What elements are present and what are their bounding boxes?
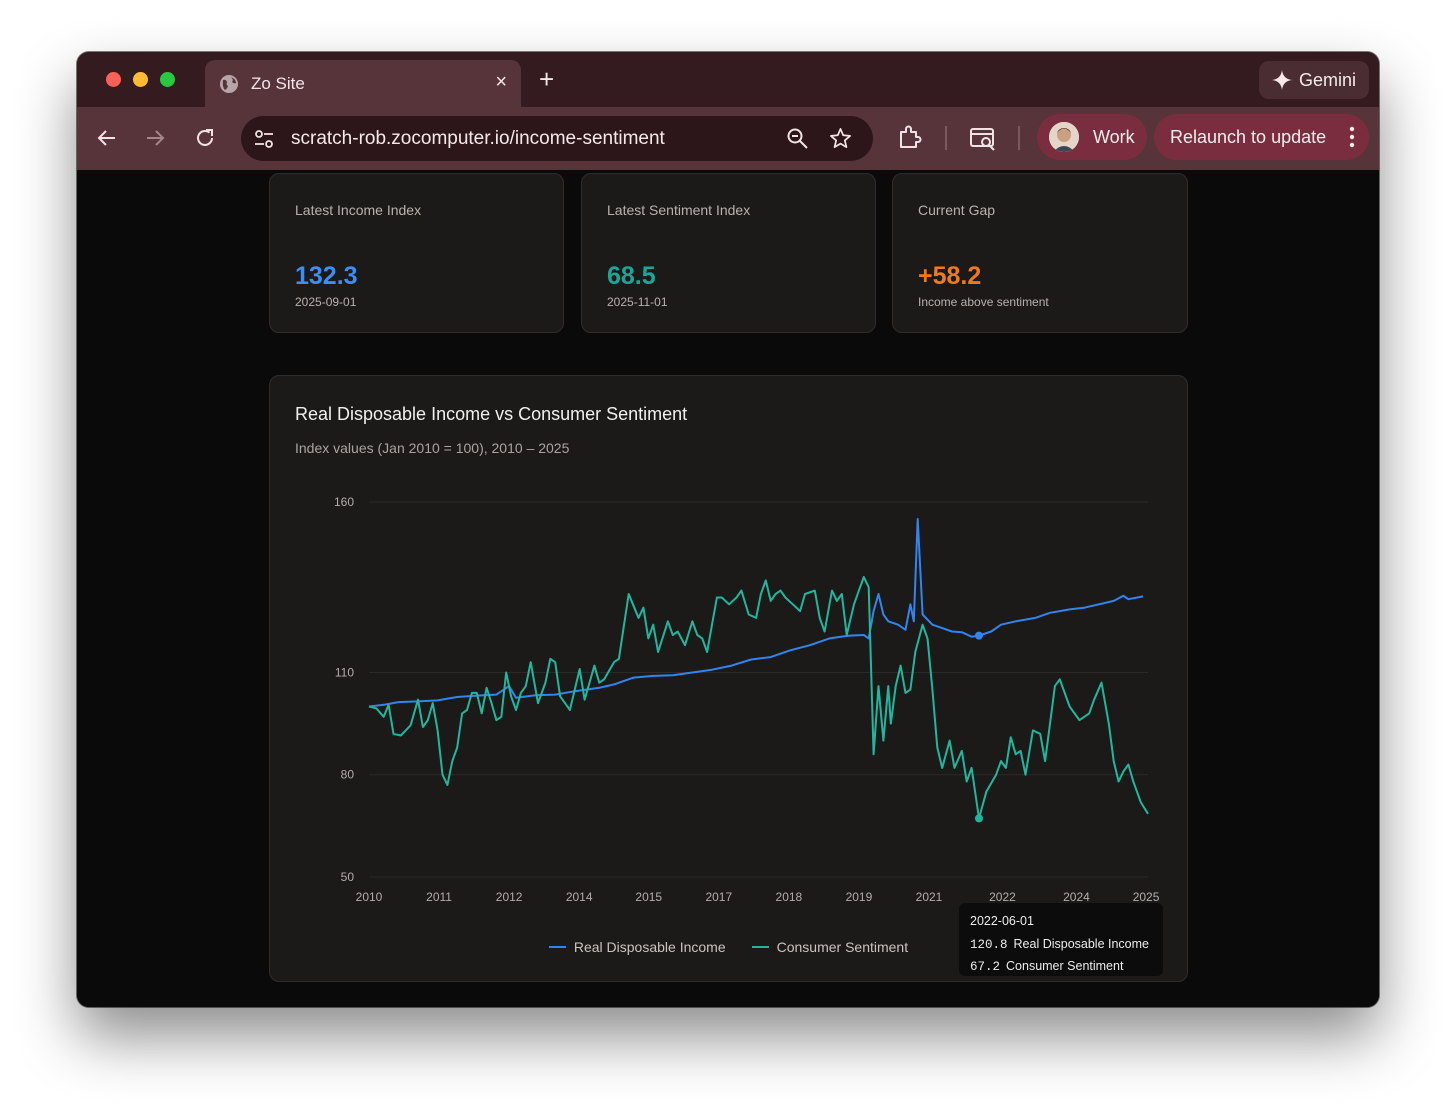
- site-settings-icon[interactable]: [253, 128, 275, 150]
- stat-date: 2025-11-01: [607, 295, 668, 309]
- tooltip-row-sentiment: 67.2 Consumer Sentiment: [970, 955, 1152, 978]
- line-chart[interactable]: 50 80 110 160 2010 2011 2012 2014 2015 2017 2018 20…: [270, 376, 1189, 916]
- income-highlight-point: [974, 631, 983, 640]
- relaunch-label: Relaunch to update: [1170, 126, 1327, 147]
- browser-window: Zo Site × + Gemini s: [77, 52, 1379, 1007]
- x-tick-label: 2012: [496, 890, 523, 904]
- tooltip-label: Consumer Sentiment: [1006, 959, 1124, 973]
- stat-value: 132.3: [295, 262, 358, 290]
- stat-label: Latest Income Index: [295, 202, 422, 218]
- tooltip-row-income: 120.8 Real Disposable Income: [970, 933, 1152, 956]
- stat-caption: Income above sentiment: [918, 295, 1049, 309]
- address-bar[interactable]: scratch-rob.zocomputer.io/income-sentime…: [241, 116, 873, 161]
- profile-button[interactable]: Work: [1037, 114, 1147, 160]
- browser-tab[interactable]: Zo Site ×: [205, 60, 521, 107]
- back-arrow-icon[interactable]: [95, 126, 119, 150]
- tooltip-date: 2022-06-01: [970, 914, 1034, 928]
- profile-label: Work: [1093, 126, 1135, 147]
- new-tab-button[interactable]: +: [539, 64, 555, 94]
- chart-legend: Real Disposable Income Consumer Sentimen…: [270, 939, 1187, 955]
- more-vert-icon[interactable]: [1349, 125, 1355, 149]
- forward-arrow-icon[interactable]: [143, 126, 167, 150]
- x-tick-label: 2018: [776, 890, 803, 904]
- tab-search-icon[interactable]: [969, 124, 997, 152]
- stat-value: +58.2: [918, 262, 982, 290]
- extensions-icon[interactable]: [897, 124, 923, 150]
- legend-label: Real Disposable Income: [573, 939, 726, 955]
- legend-item-sentiment[interactable]: Consumer Sentiment: [751, 939, 909, 955]
- sentiment-highlight-point: [974, 814, 983, 823]
- reload-icon[interactable]: [193, 126, 217, 150]
- x-tick-label: 2019: [846, 890, 873, 904]
- stat-value: 68.5: [607, 262, 656, 290]
- tab-bar: Zo Site × + Gemini: [77, 52, 1379, 107]
- y-tick-label: 110: [335, 665, 354, 679]
- toolbar: scratch-rob.zocomputer.io/income-sentime…: [77, 107, 1379, 170]
- stat-label: Latest Sentiment Index: [607, 202, 751, 218]
- page-content: Latest Income Index 132.3 2025-09-01 Lat…: [77, 170, 1379, 1007]
- x-tick-label: 2017: [705, 890, 732, 904]
- legend-swatch: [751, 946, 769, 948]
- globe-icon: [220, 74, 238, 93]
- chart-subtitle: Index values (Jan 2010 = 100), 2010 – 20…: [295, 440, 570, 456]
- minimize-window-button[interactable]: [133, 72, 148, 87]
- tab-title: Zo Site: [251, 73, 305, 93]
- tooltip-label: Real Disposable Income: [1013, 936, 1150, 951]
- y-tick-label: 50: [341, 870, 355, 884]
- x-tick-label: 2011: [426, 890, 452, 904]
- avatar: [1049, 122, 1079, 152]
- x-tick-label: 2010: [356, 890, 383, 904]
- url-text[interactable]: scratch-rob.zocomputer.io/income-sentime…: [291, 128, 665, 149]
- stat-card-gap: Current Gap +58.2 Income above sentiment: [892, 173, 1188, 333]
- x-tick-label: 2015: [635, 890, 662, 904]
- toolbar-divider: [1018, 126, 1020, 150]
- x-tick-label: 2024: [1063, 890, 1090, 904]
- x-tick-label: 2014: [566, 890, 593, 904]
- relaunch-button[interactable]: Relaunch to update: [1154, 114, 1369, 160]
- stat-date: 2025-09-01: [295, 295, 357, 309]
- gemini-label: Gemini: [1298, 69, 1356, 90]
- income-series-line: [368, 518, 1144, 708]
- y-tick-label: 160: [334, 495, 354, 509]
- x-tick-label: 2022: [989, 890, 1016, 904]
- chart-tooltip: 2022-06-01 120.8 Real Disposable Income 6…: [959, 903, 1163, 976]
- sentiment-series-line: [368, 576, 1149, 820]
- y-tick-label: 80: [341, 768, 355, 782]
- bookmark-star-icon[interactable]: [829, 127, 852, 150]
- gemini-button[interactable]: Gemini: [1258, 61, 1369, 99]
- sparkle-icon: [1271, 70, 1292, 90]
- chart-card: Real Disposable Income vs Consumer Senti…: [269, 375, 1188, 982]
- x-tick-label: 2025: [1133, 890, 1160, 904]
- stat-card-sentiment: Latest Sentiment Index 68.5 2025-11-01: [581, 173, 876, 333]
- tooltip-value: 120.8: [970, 937, 1008, 952]
- x-tick-label: 2021: [916, 890, 943, 904]
- legend-swatch: [548, 946, 566, 948]
- stat-card-income: Latest Income Index 132.3 2025-09-01: [269, 173, 564, 333]
- tab-close-icon[interactable]: ×: [495, 71, 507, 93]
- chart-title: Real Disposable Income vs Consumer Senti…: [295, 404, 688, 424]
- zoom-out-icon[interactable]: [786, 127, 809, 150]
- close-window-button[interactable]: [106, 72, 121, 87]
- stat-label: Current Gap: [918, 202, 996, 218]
- legend-item-income[interactable]: Real Disposable Income: [548, 939, 726, 955]
- legend-label: Consumer Sentiment: [776, 939, 909, 955]
- maximize-window-button[interactable]: [160, 72, 175, 87]
- toolbar-divider: [945, 126, 947, 150]
- tooltip-value: 67.2: [970, 960, 1001, 974]
